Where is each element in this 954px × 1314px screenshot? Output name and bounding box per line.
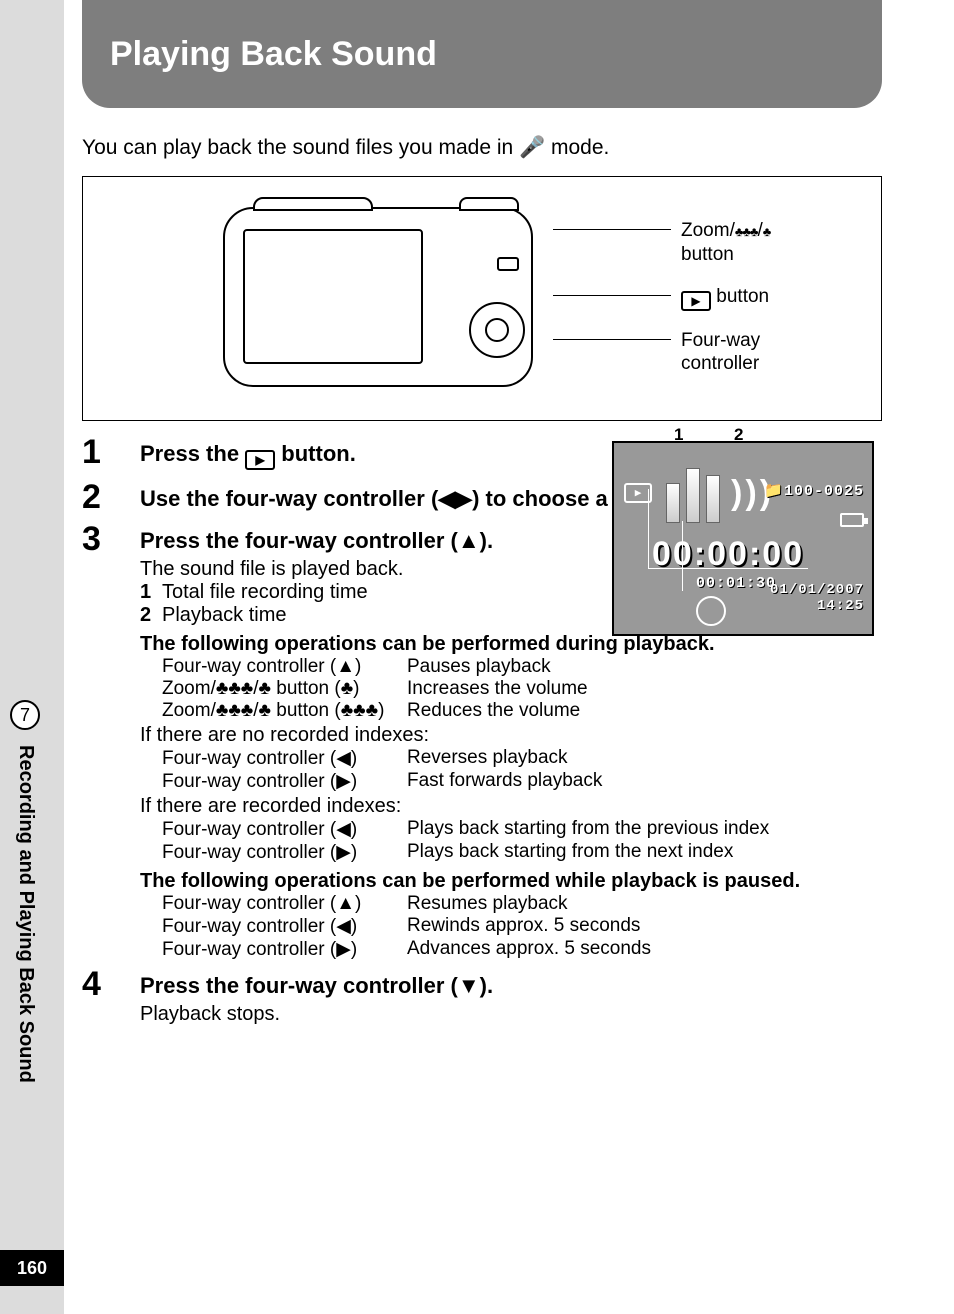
play-button-graphic [497,257,519,271]
step-num: 1 [82,435,140,474]
ops-playback: Four-way controller (▲)Pauses playback Z… [140,656,882,722]
ops-noindex: Four-way controller (◀)Reverses playback… [140,747,882,793]
sub2: Playback time [162,604,287,626]
file-id: 📁100-0025 [764,481,864,500]
chapter-title: Recording and Playing Back Sound [14,745,37,1083]
chapter-badge: 7 [10,700,40,730]
step-title: Press the four-way controller (▲). [140,528,590,554]
ops-title: The following operations can be performe… [140,633,882,656]
nav-icon [696,596,726,626]
step-num: 4 [82,967,140,1026]
noindex-note: If there are no recorded indexes: [140,724,882,747]
side-rail: 7 Recording and Playing Back Sound 160 [0,0,64,1314]
page-title: Playing Back Sound [110,35,437,74]
page-number: 160 [0,1250,64,1286]
step-title: Press the four-way controller (▼). [140,973,882,999]
play-icon: ▶ [681,291,711,311]
step-4: 4 Press the four-way controller (▼). Pla… [82,967,882,1026]
page-number-text: 160 [17,1258,47,1279]
zoom-button-graphic [459,197,519,211]
callout-play-label: button [711,286,769,307]
pause-title: The following operations can be performe… [140,870,882,893]
sub1: Total file recording time [162,581,368,603]
lcd-tag-1: 1 [674,425,683,445]
step-desc: Playback stops. [140,1003,882,1026]
intro-text: You can play back the sound files you ma… [82,136,882,160]
ops-pause: Four-way controller (▲)Resumes playback … [140,893,882,961]
lcd-date: 01/01/200714:25 [770,582,864,614]
callouts: Zoom/♣♣♣/♣button ▶ button Four-waycontro… [553,219,770,394]
callout-zoom: Zoom/♣♣♣/♣button [553,219,770,267]
callout-controller: Four-waycontroller [553,329,770,377]
chapter-number: 7 [20,705,30,726]
lcd-screen: 1 2 ▶ ))) 📁100-0025 00:00:00 00:01:30 01… [612,441,874,636]
lcd-tag-2: 2 [734,425,743,445]
index-note: If there are recorded indexes: [140,795,882,818]
wave-icon: ))) [726,477,769,515]
callout-play: ▶ button [553,285,770,311]
volume-bars [666,463,720,523]
dpad-graphic [469,302,525,358]
step-num: 2 [82,480,140,516]
camera-diagram: Zoom/♣♣♣/♣button ▶ button Four-waycontro… [82,176,882,421]
ops-index: Four-way controller (◀)Plays back starti… [140,818,882,864]
total-time: 00:01:30 [696,575,776,592]
content-area: You can play back the sound files you ma… [82,136,882,1032]
camera-illustration [223,197,543,397]
page-header: Playing Back Sound [82,0,882,108]
play-icon: ▶ [245,450,275,470]
battery-icon [840,513,864,527]
step-num: 3 [82,522,140,961]
